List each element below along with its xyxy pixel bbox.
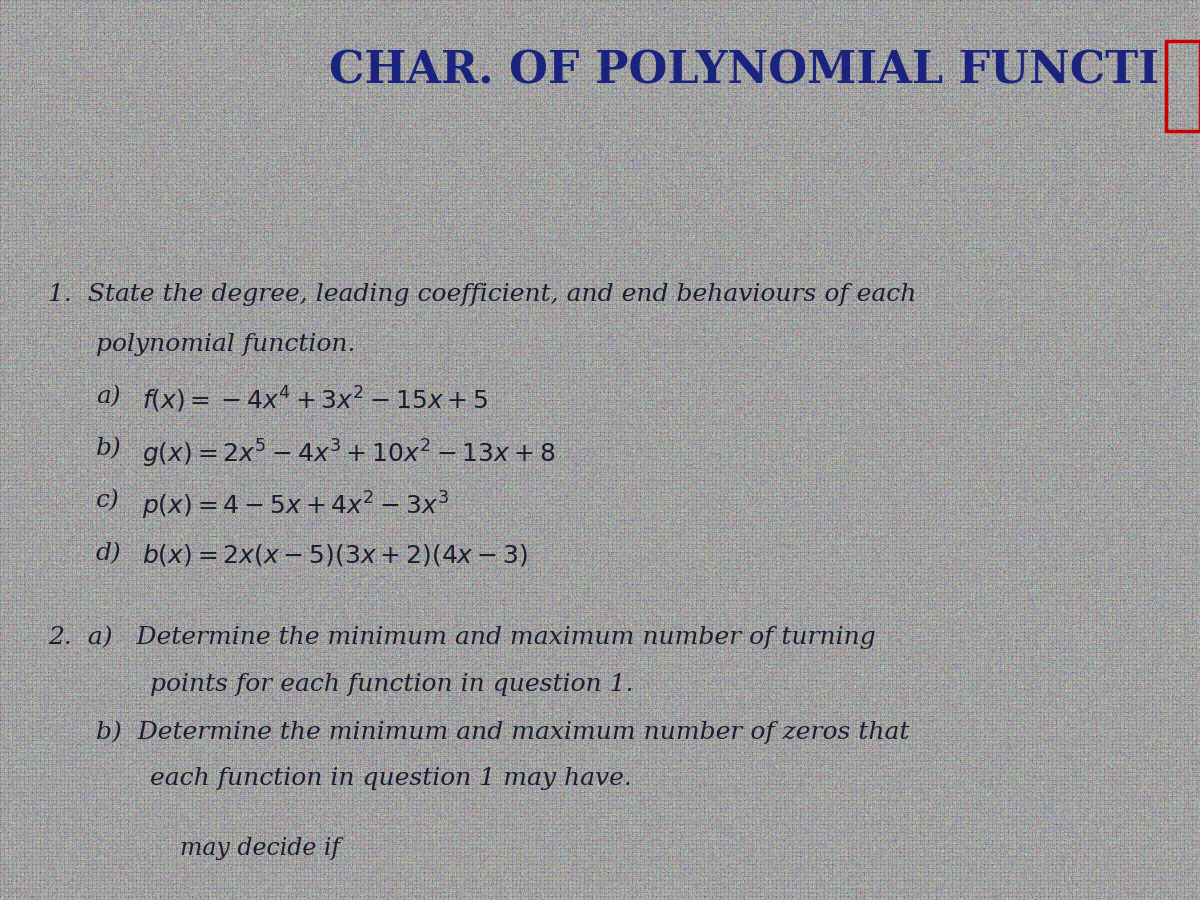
Text: each function in question 1 may have.: each function in question 1 may have. bbox=[150, 767, 632, 790]
Text: 1.  State the degree, leading coefficient, and end behaviours of each: 1. State the degree, leading coefficient… bbox=[48, 284, 917, 307]
Text: points for each function in question 1.: points for each function in question 1. bbox=[150, 673, 634, 697]
Text: $g(x) = 2x^5 - 4x^3 + 10x^2 - 13x + 8$: $g(x) = 2x^5 - 4x^3 + 10x^2 - 13x + 8$ bbox=[142, 437, 556, 470]
Text: $b(x) = 2x(x - 5)(3x + 2)(4x - 3)$: $b(x) = 2x(x - 5)(3x + 2)(4x - 3)$ bbox=[142, 542, 528, 568]
Text: b): b) bbox=[96, 437, 121, 461]
Text: d): d) bbox=[96, 542, 121, 565]
Text: CHAR. OF POLYNOMIAL FUNCTI: CHAR. OF POLYNOMIAL FUNCTI bbox=[329, 50, 1159, 93]
Text: polynomial function.: polynomial function. bbox=[96, 333, 355, 356]
Text: 2.  a)   Determine the minimum and maximum number of turning: 2. a) Determine the minimum and maximum … bbox=[48, 626, 876, 649]
Text: a): a) bbox=[96, 385, 121, 409]
Text: c): c) bbox=[96, 490, 120, 513]
Text: may decide if: may decide if bbox=[180, 837, 340, 860]
Text: $f(x) = -4x^4 + 3x^2 - 15x + 5$: $f(x) = -4x^4 + 3x^2 - 15x + 5$ bbox=[142, 385, 487, 416]
Bar bbox=[1166, 40, 1200, 130]
Text: b)  Determine the minimum and maximum number of zeros that: b) Determine the minimum and maximum num… bbox=[96, 720, 910, 743]
Text: $p(x) = 4 - 5x + 4x^2 - 3x^3$: $p(x) = 4 - 5x + 4x^2 - 3x^3$ bbox=[142, 490, 449, 522]
